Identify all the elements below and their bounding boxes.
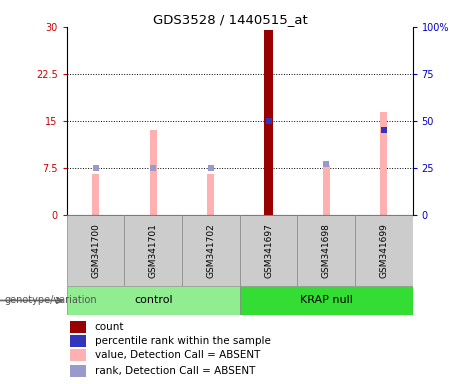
Bar <box>380 112 387 215</box>
Bar <box>355 215 413 286</box>
Text: GSM341701: GSM341701 <box>149 223 158 278</box>
Bar <box>124 215 182 286</box>
Bar <box>70 321 86 333</box>
Bar <box>240 286 413 315</box>
Bar <box>150 131 157 215</box>
Bar <box>323 165 330 215</box>
Bar <box>92 174 99 215</box>
Bar <box>70 335 86 347</box>
Text: percentile rank within the sample: percentile rank within the sample <box>95 336 271 346</box>
Text: GSM341702: GSM341702 <box>207 223 215 278</box>
Bar <box>265 190 272 215</box>
Text: rank, Detection Call = ABSENT: rank, Detection Call = ABSENT <box>95 366 255 376</box>
Bar <box>67 286 240 315</box>
Bar <box>70 365 86 377</box>
Text: GSM341700: GSM341700 <box>91 223 100 278</box>
Text: genotype/variation: genotype/variation <box>5 295 97 306</box>
Bar <box>264 30 273 215</box>
Bar <box>297 215 355 286</box>
Text: value, Detection Call = ABSENT: value, Detection Call = ABSENT <box>95 350 260 360</box>
Bar <box>240 215 297 286</box>
Text: GSM341697: GSM341697 <box>264 223 273 278</box>
Text: GDS3528 / 1440515_at: GDS3528 / 1440515_at <box>153 13 308 26</box>
Text: GSM341699: GSM341699 <box>379 223 388 278</box>
Text: control: control <box>134 295 172 306</box>
Bar <box>67 215 124 286</box>
Text: count: count <box>95 322 124 332</box>
Text: KRAP null: KRAP null <box>300 295 353 306</box>
Bar <box>207 174 214 215</box>
Bar <box>70 349 86 361</box>
Bar <box>182 215 240 286</box>
Text: GSM341698: GSM341698 <box>322 223 331 278</box>
